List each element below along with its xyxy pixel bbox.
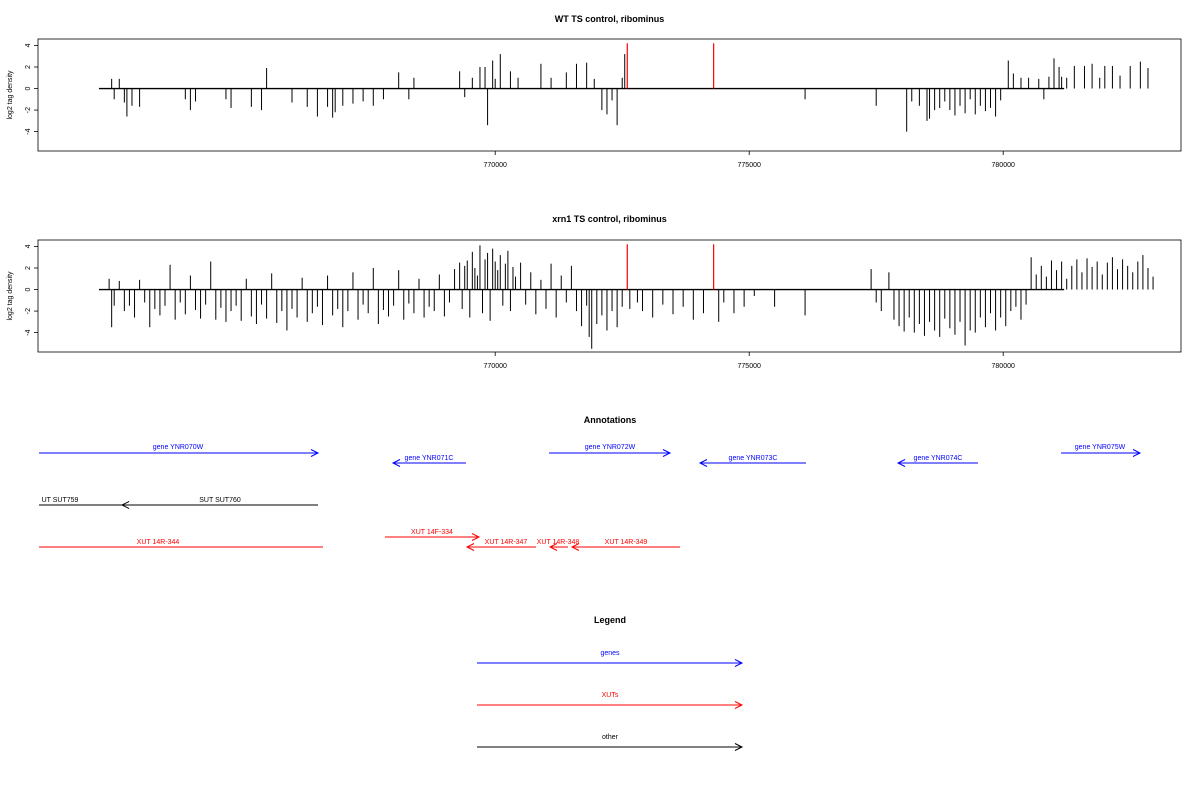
annotation-label: SUT SUT760 [199,497,241,504]
panel-title: xrn1 TS control, ribominus [552,214,667,224]
plot-frame [37,239,1182,353]
legend-title: Legend [594,615,626,625]
annotation-label: gene YNR073C [729,455,778,462]
legend-label: XUTs [602,692,619,699]
annotations-panel: Annotations gene YNR070W gene YNR071C gene … [39,415,1142,551]
y-axis-title: log2 tag density [7,70,14,120]
arrow-head-left [120,501,130,509]
arrow-head-left [391,459,401,467]
annotation-label: XUT 14R-349 [605,539,648,546]
annotation-feature: gene YNR072W [549,444,672,457]
track-panel-2: xrn1 TS control, ribominus 4 2 0 -2 -4 log2 ta… [7,214,1182,370]
annotation-label: gene YNR075W [1075,444,1126,451]
y-tick-label: -2 [25,308,32,314]
arrow-head-right [734,743,744,751]
annotation-label: gene YNR072W [585,444,636,451]
annotation-feature: SUT SUT760 [120,497,318,509]
arrow-head-left [548,543,558,551]
y-tick-label: -2 [25,107,32,113]
annotation-label: XUT 14R-344 [137,539,180,546]
annotation-label: gene YNR070W [153,444,204,451]
annotation-feature: XUT 14F-334 [385,529,481,541]
annotation-feature: gene YNR071C [391,455,466,467]
annotation-feature: XUT 14R-349 [570,539,680,551]
arrow-head-right [734,701,744,709]
panel-title: WT TS control, ribominus [555,14,665,24]
arrow-head-left [570,543,580,551]
annotation-label: XUT 14F-334 [411,529,453,536]
arrow-head-left [465,543,475,551]
annotation-feature: gene YNR070W [39,444,320,457]
arrow-head-right [1132,449,1142,457]
arrow-head-right [310,449,320,457]
annotation-label: XUT 14R-347 [485,539,528,546]
annotation-label: gene YNR074C [914,455,963,462]
y-tick-label: 0 [25,287,32,291]
x-tick-label: 775000 [738,363,761,370]
y-tick-label: -4 [25,329,32,335]
x-tick-label: 780000 [992,162,1015,169]
legend-panel: Legend genes XUTs other [477,615,744,751]
annotation-label: gene YNR071C [405,455,454,462]
annotations-title: Annotations [584,415,637,425]
x-tick-label: 770000 [484,162,507,169]
x-tick-label: 770000 [484,363,507,370]
legend-item: other [477,734,744,751]
legend-label: other [602,734,619,741]
arrow-head-left [896,459,906,467]
y-tick-label: 4 [25,244,32,248]
legend-label: genes [600,650,620,657]
arrow-head-right [471,533,481,541]
legend-item: genes [477,650,744,667]
arrow-head-left [698,459,708,467]
y-tick-label: 0 [25,86,32,90]
y-tick-label: 2 [25,266,32,270]
annotation-feature: gene YNR074C [896,455,978,467]
annotation-label: XUT 14R-348 [537,539,580,546]
y-tick-label: 2 [25,65,32,69]
annotation-feature: XUT 14R-347 [465,539,536,551]
annotation-feature: XUT 14R-348 [537,539,580,551]
plot-frame [37,38,1182,152]
annotation-feature: gene YNR075W [1061,444,1142,457]
track-panel-1: WT TS control, ribominus 4 2 0 -2 -4 log2 tag … [7,14,1182,169]
y-tick-label: -4 [25,128,32,134]
x-tick-label: 775000 [738,162,761,169]
annotation-feature: gene YNR073C [698,455,806,467]
annotation-feature: XUT 14R-344 [39,539,323,548]
arrow-head-right [662,449,672,457]
x-tick-label: 780000 [992,363,1015,370]
annotation-label: UT SUT759 [42,497,79,504]
legend-item: XUTs [477,692,744,709]
arrow-head-right [734,659,744,667]
y-tick-label: 4 [25,43,32,47]
y-axis-title: log2 tag density [7,271,14,321]
annotation-feature: UT SUT759 [39,497,122,506]
